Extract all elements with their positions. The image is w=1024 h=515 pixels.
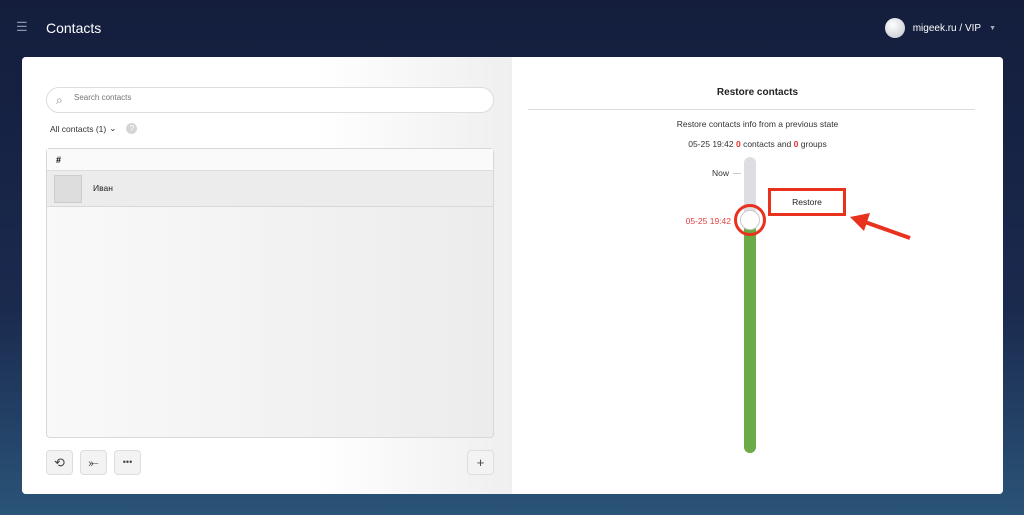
search-icon: ⌕: [56, 93, 63, 107]
more-icon: •••: [122, 457, 133, 467]
help-icon[interactable]: ?: [126, 123, 138, 134]
divider: [528, 109, 975, 110]
search-input[interactable]: [74, 93, 474, 102]
chevron-down-icon[interactable]: ▼: [989, 24, 996, 32]
contacts-panel: ⌕ All contacts (1)⌄ ? # Иван ⟲ ⤜ ••• +: [22, 57, 512, 494]
slider-fill: [744, 222, 756, 453]
main-card: ⌕ All contacts (1)⌄ ? # Иван ⟲ ⤜ ••• + R…: [22, 57, 1003, 494]
snapshot-info: 05-25 19:42 0 contacts and 0 groups: [512, 139, 1003, 149]
more-button[interactable]: •••: [114, 450, 141, 475]
user-menu-group[interactable]: migeek.ru / VIP ▼: [884, 18, 996, 38]
history-icon: ⟲: [54, 455, 65, 470]
page-title: Contacts: [46, 20, 102, 36]
groups-label: groups: [800, 139, 827, 149]
user-menu[interactable]: migeek.ru / VIP: [912, 22, 982, 34]
slider-now-label: Now: [711, 168, 729, 178]
highlight-circle: [734, 204, 766, 236]
annotation-arrow-icon: [850, 213, 911, 240]
search-box[interactable]: ⌕: [46, 87, 494, 113]
add-contact-button[interactable]: +: [467, 450, 494, 475]
avatar[interactable]: [884, 18, 905, 38]
contacts-label: contacts and: [743, 139, 792, 149]
filter-dropdown[interactable]: All contacts (1) ⌄: [50, 123, 116, 134]
filter-group: All contacts (1) ⌄ ?: [50, 123, 138, 134]
contacts-count: 0: [735, 139, 741, 149]
snapshot-date: 05-25 19:42: [688, 139, 734, 149]
slider-selected-label: 05-25 19:42: [685, 216, 731, 226]
restore-slider[interactable]: [744, 157, 756, 453]
contact-photo: [54, 175, 82, 203]
filter-label: All contacts (1): [50, 123, 107, 134]
restore-title: Restore contacts: [716, 87, 799, 98]
chevron-down-icon: ⌄: [109, 123, 117, 133]
list-header: #: [47, 149, 493, 171]
merge-button[interactable]: ⤜: [80, 450, 107, 475]
groups-count: 0: [793, 139, 799, 149]
slider-tick: [733, 173, 741, 174]
contact-list: # Иван: [46, 148, 494, 438]
restore-subtitle: Restore contacts info from a previous st…: [676, 119, 839, 129]
list-item[interactable]: Иван: [47, 171, 493, 207]
history-button[interactable]: ⟲: [46, 450, 73, 475]
restore-panel: Restore contacts Restore contacts info f…: [512, 57, 1003, 494]
menu-icon[interactable]: ☰: [16, 19, 28, 34]
restore-button[interactable]: Restore: [768, 188, 846, 216]
plus-icon: +: [476, 455, 485, 470]
merge-icon: ⤜: [88, 455, 99, 470]
contact-name: Иван: [93, 183, 113, 193]
